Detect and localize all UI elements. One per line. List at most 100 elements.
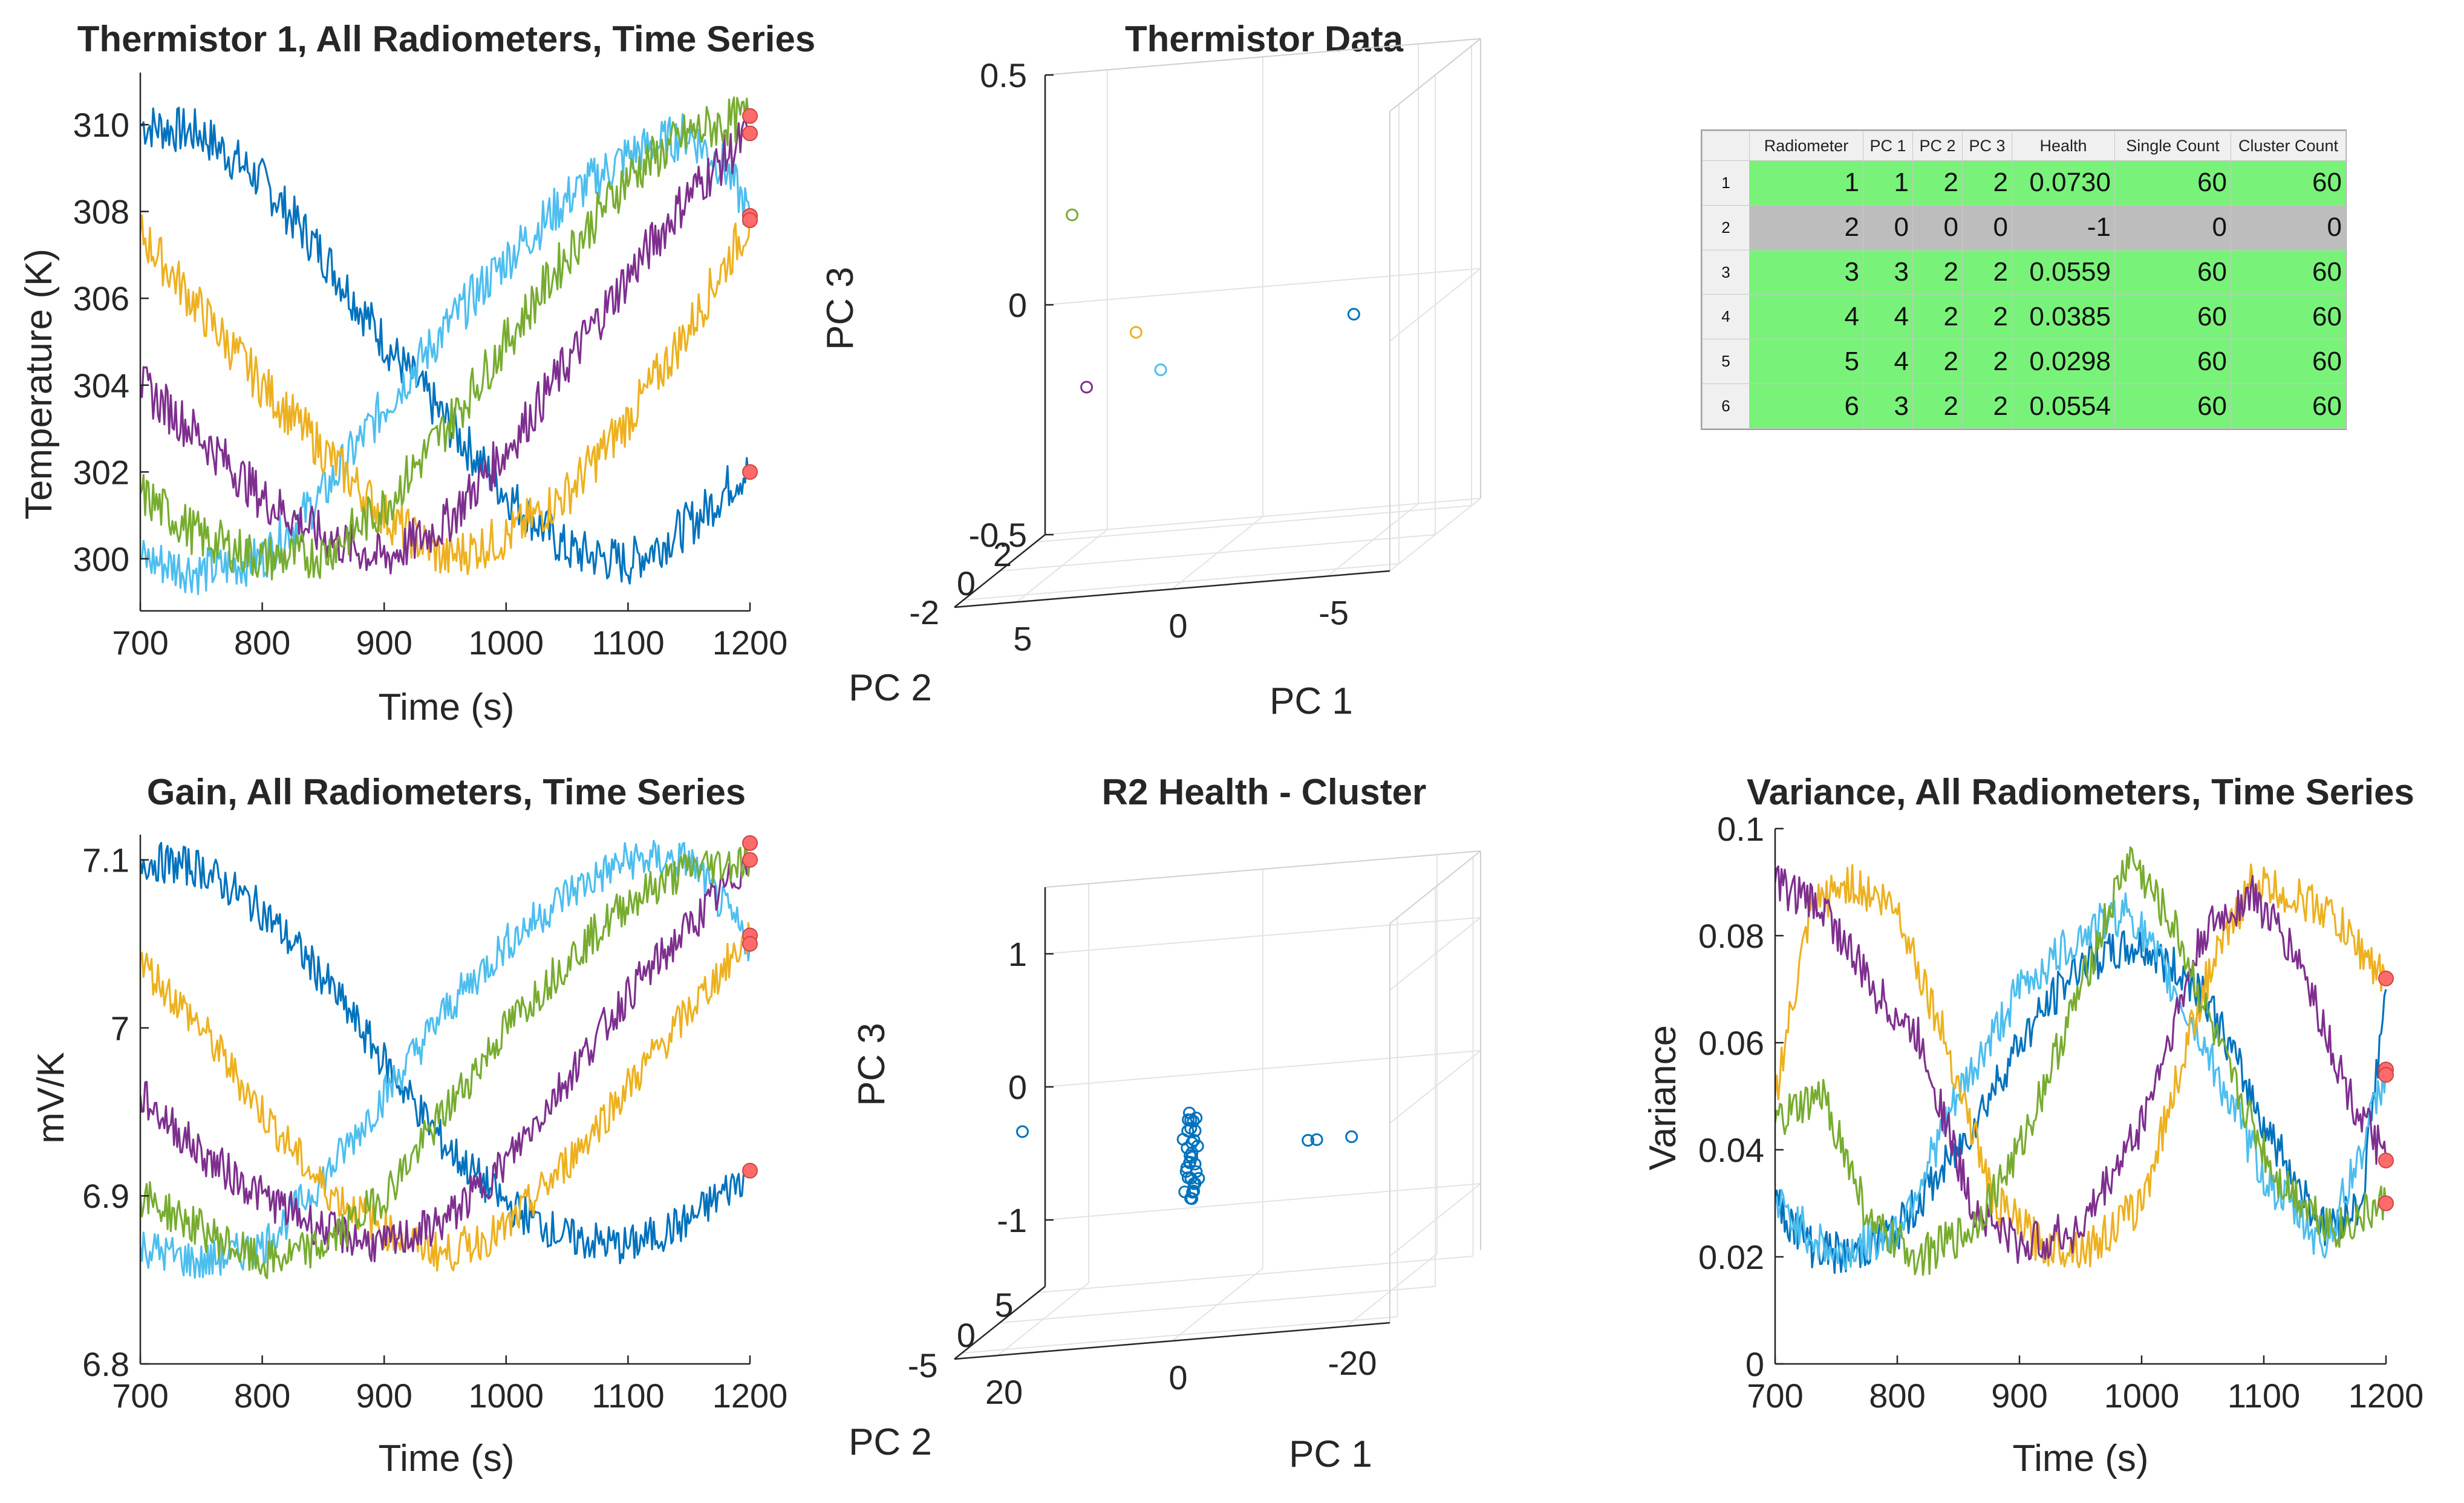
table-cell[interactable]: 0.0554 [2012, 383, 2115, 429]
table-cell[interactable]: 60 [2231, 383, 2346, 429]
x-axis-line [954, 1322, 1390, 1360]
table-cell[interactable]: 4 [1863, 339, 1913, 385]
table-cell[interactable]: 60 [2114, 249, 2231, 295]
column-header[interactable] [1702, 131, 1750, 161]
table-cell[interactable]: 3 [1749, 249, 1863, 295]
row-index[interactable]: 3 [1702, 249, 1750, 295]
column-header[interactable]: Health [2012, 131, 2115, 161]
series-group [140, 96, 751, 595]
x-tick-label: 700 [1747, 1377, 1803, 1415]
x-tick-label: 800 [234, 1377, 290, 1415]
x-tick-label: 900 [1991, 1377, 2047, 1415]
table-cell[interactable]: 5 [1749, 339, 1863, 385]
table-cell[interactable]: 0 [2114, 204, 2231, 250]
table-cell[interactable]: -1 [2012, 204, 2115, 250]
z-tick-label: 0.5 [980, 56, 1027, 94]
column-header[interactable]: PC 2 [1912, 131, 1963, 161]
table-cell[interactable]: 2 [1962, 160, 2012, 206]
table-cell[interactable]: 2 [1912, 294, 1963, 340]
table-cell[interactable]: 2 [1912, 160, 1963, 206]
z-tick-label: 0 [1008, 1068, 1027, 1106]
table-cell[interactable]: 2 [1749, 204, 1863, 250]
table-cell[interactable]: 0 [2231, 204, 2346, 250]
table-cell[interactable]: 4 [1863, 294, 1913, 340]
y-tick-label: 7 [111, 1009, 129, 1047]
table-cell[interactable]: 2 [1962, 383, 2012, 429]
table-row: 3 3 3 2 2 0.0559 60 60 [1702, 249, 2346, 295]
y-tick-label: 0.04 [1698, 1131, 1764, 1169]
y-tick-label: 310 [73, 106, 129, 144]
x-tick-label: 1200 [712, 1377, 788, 1415]
table-cell[interactable]: 2 [1962, 249, 2012, 295]
table-cell[interactable]: 0.0298 [2012, 339, 2115, 385]
table-cell[interactable]: 2 [1962, 339, 2012, 385]
x-tick-label: 1100 [592, 1377, 664, 1415]
table-cell[interactable]: 1 [1863, 160, 1913, 206]
table-cell[interactable]: 0.0730 [2012, 160, 2115, 206]
row-index[interactable]: 2 [1702, 204, 1750, 250]
table-cell[interactable]: 60 [2231, 339, 2346, 385]
end-marker [742, 108, 758, 124]
table-cell[interactable]: 0 [1912, 204, 1963, 250]
table-cell[interactable]: 3 [1863, 249, 1913, 295]
y-tick-label: 306 [73, 279, 129, 318]
end-marker [2378, 970, 2394, 986]
x-tick-label: 20 [985, 1373, 1023, 1411]
scatter-point [1184, 1113, 1198, 1127]
scatter-point [1187, 1184, 1201, 1198]
x-tick-label: -20 [1328, 1344, 1377, 1382]
grid-line [1035, 505, 1472, 543]
y-tick-label: 6.8 [82, 1345, 129, 1383]
table-row: 2 2 0 0 0 -1 0 0 [1702, 204, 2346, 250]
row-index[interactable]: 6 [1702, 383, 1750, 429]
table-cell[interactable]: 2 [1912, 249, 1963, 295]
row-index[interactable]: 1 [1702, 160, 1750, 206]
row-index[interactable]: 5 [1702, 339, 1750, 385]
table-cell[interactable]: 60 [2231, 249, 2346, 295]
table-cell[interactable]: 60 [2114, 339, 2231, 385]
column-header[interactable]: Radiometer [1749, 131, 1863, 161]
z-axis-label: PC 3 [851, 1023, 893, 1106]
y-axis-label: mV/K [30, 1052, 72, 1144]
x-tick-label: 0 [1168, 607, 1187, 645]
column-header[interactable]: PC 3 [1962, 131, 2012, 161]
series-line [1775, 846, 2387, 1276]
table-cell[interactable]: 4 [1749, 294, 1863, 340]
column-header[interactable]: Cluster Count [2231, 131, 2346, 161]
table-cell[interactable]: 2 [1962, 294, 2012, 340]
y-tick-label: -2 [909, 593, 939, 631]
y-tick-label: 300 [73, 540, 129, 578]
table-cell[interactable]: 2 [1912, 339, 1963, 385]
table-cell[interactable]: 60 [2114, 160, 2231, 206]
column-header[interactable]: PC 1 [1863, 131, 1913, 161]
y-axis-line [954, 1286, 1046, 1360]
table-cell[interactable]: 1 [1749, 160, 1863, 206]
y-tick-label: 5 [994, 1286, 1013, 1324]
table-cell[interactable]: 60 [2114, 383, 2231, 429]
x-tick-label: 1000 [469, 1377, 544, 1415]
table-cell[interactable]: 60 [2231, 160, 2346, 206]
table-cell[interactable]: 60 [2231, 294, 2346, 340]
chart-title: Thermistor 1, All Radiometers, Time Seri… [77, 19, 815, 59]
table-cell[interactable]: 60 [2114, 294, 2231, 340]
table-cell[interactable]: 0.0385 [2012, 294, 2115, 340]
row-index[interactable]: 4 [1702, 294, 1750, 340]
table-cell[interactable]: 0.0559 [2012, 249, 2115, 295]
box-edge [1045, 38, 1481, 76]
y-tick-label: 304 [73, 367, 129, 405]
x-tick-label: 1000 [2104, 1377, 2180, 1415]
x-tick-label: 1200 [712, 624, 788, 662]
end-marker [742, 852, 758, 868]
column-header[interactable]: Single Count [2114, 131, 2231, 161]
x-tick-label: 5 [1013, 619, 1032, 657]
table-cell[interactable]: 2 [1912, 383, 1963, 429]
table-cell[interactable]: 6 [1749, 383, 1863, 429]
scatter-point [1186, 1185, 1199, 1199]
table-cell[interactable]: 3 [1863, 383, 1913, 429]
table-cell[interactable]: 0 [1962, 204, 2012, 250]
table-cell[interactable]: 0 [1863, 204, 1913, 250]
table-row: 5 5 4 2 2 0.0298 60 60 [1702, 339, 2346, 385]
